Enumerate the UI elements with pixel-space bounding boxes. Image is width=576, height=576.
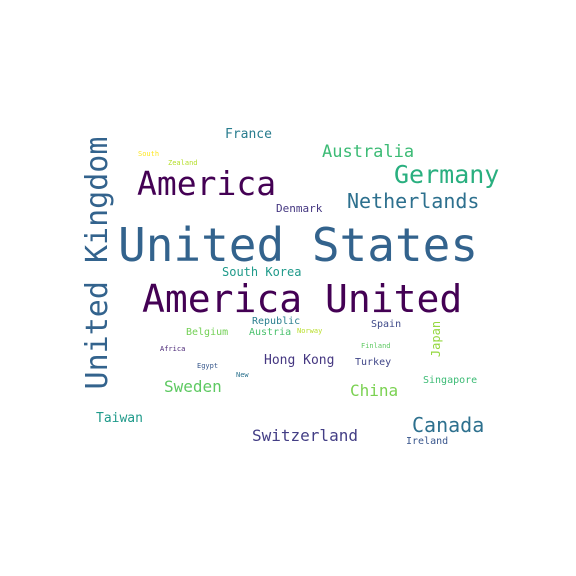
word-belgium: Belgium — [186, 327, 229, 338]
word-new: New — [236, 371, 249, 379]
word-ireland: Ireland — [406, 436, 449, 447]
word-zealand: Zealand — [168, 159, 198, 167]
word-south-korea: South Korea — [222, 265, 302, 279]
word-australia: Australia — [322, 142, 415, 162]
word-japan: Japan — [429, 320, 443, 358]
word-america: America — [137, 164, 277, 203]
word-norway: Norway — [297, 327, 323, 335]
word-singapore: Singapore — [423, 375, 478, 386]
word-netherlands: Netherlands — [347, 189, 480, 213]
word-france: France — [225, 127, 272, 142]
word-united-states: United States — [118, 218, 479, 272]
word-switzerland: Switzerland — [252, 426, 358, 445]
word-finland: Finland — [361, 342, 391, 350]
word-denmark: Denmark — [276, 202, 323, 215]
word-spain: Spain — [371, 319, 402, 330]
word-china: China — [350, 381, 399, 400]
word-germany: Germany — [394, 160, 500, 189]
word-turkey: Turkey — [355, 357, 392, 368]
word-egypt: Egypt — [197, 362, 219, 370]
word-hong-kong: Hong Kong — [264, 353, 335, 368]
word-america-united: America United — [142, 277, 463, 321]
word-africa: Africa — [160, 345, 186, 353]
word-taiwan: Taiwan — [96, 411, 143, 426]
word-united-kingdom: United Kingdom — [80, 136, 115, 390]
word-canada: Canada — [412, 413, 485, 437]
word-sweden: Sweden — [164, 377, 222, 396]
word-austria: Austria — [249, 327, 292, 338]
word-south: South — [138, 150, 160, 158]
word-republic: Republic — [252, 316, 301, 327]
